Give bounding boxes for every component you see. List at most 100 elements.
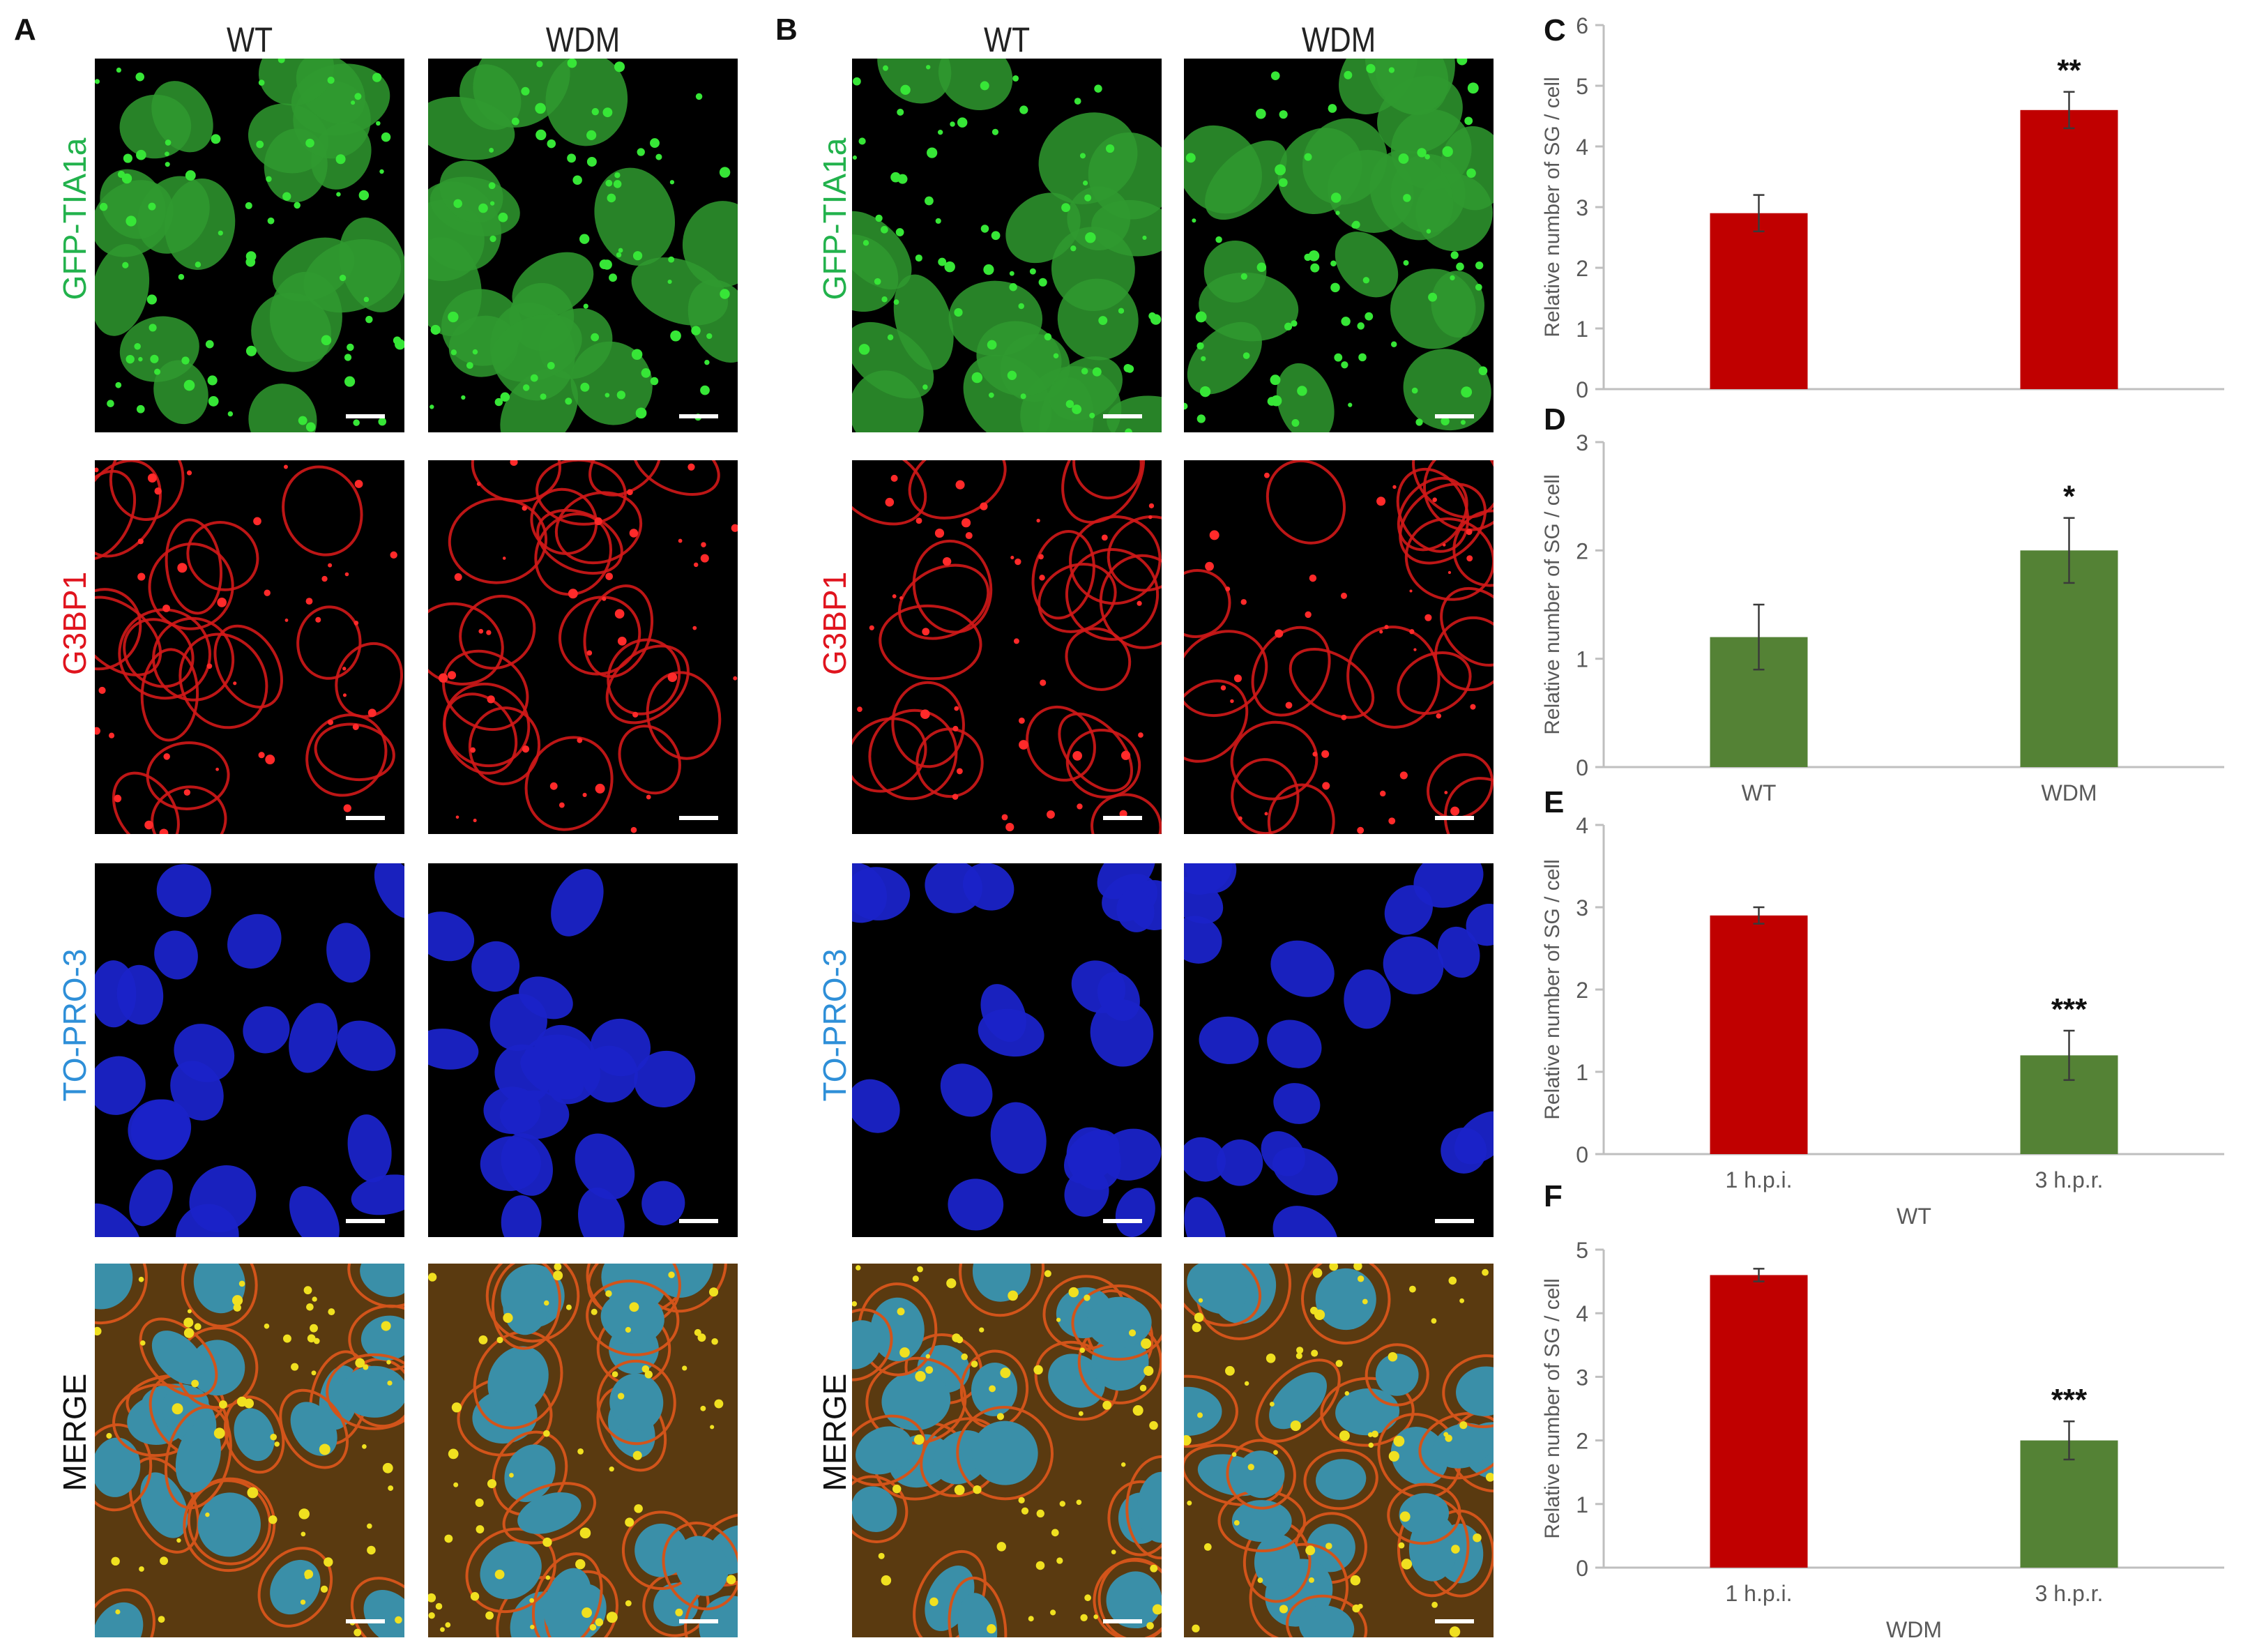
chart-e-svg: E 0 1 2 3 4 Relative number of SG / cell 1 h.p.… [1541,791,2224,1229]
panel-letter-e: E [1544,791,1564,819]
y-tick-label: 0 [1576,1556,1588,1581]
micrograph-b-wt-gfp-tia1a [852,59,1162,432]
row-label-a-merge: MERGE [56,1373,93,1492]
y-tick-label: 5 [1576,74,1588,99]
y-tick-label: 1 [1576,1060,1588,1085]
y-tick-label: 4 [1576,813,1588,838]
error-bar [1753,194,1765,233]
y-tick-label: 1 [1576,647,1588,672]
scale-bar [679,1219,718,1223]
bar-wdm [2020,109,2118,390]
row-label-a-gfp: GFP-TIA1a [56,137,93,301]
micrograph-a-wdm-to-pro-3 [428,863,738,1237]
bar-3-h-p-r [2020,1440,2118,1568]
micrograph-b-wt-merge [852,1264,1162,1637]
y-tick-label: 0 [1576,377,1588,402]
row-label-b-gfp: GFP-TIA1a [816,137,853,301]
scale-bar [1103,1619,1142,1623]
error-bar [2063,91,2075,130]
row-label-a-g3bp1: G3BP1 [56,571,93,676]
micrograph-a-wt-g3bp1 [95,460,404,834]
bar-wdm [2020,550,2118,767]
y-tick-label: 4 [1576,1301,1588,1326]
row-label-b-topro: TO-PRO-3 [816,948,853,1102]
bar-1-h-p-i [1710,915,1808,1154]
scale-bar [1435,414,1474,418]
row-label-a-topro: TO-PRO-3 [56,948,93,1102]
y-tick-label: 3 [1576,195,1588,220]
micrograph-a-wdm-g3bp1 [428,460,738,834]
scale-bar [1435,1619,1474,1623]
col-label-b-wdm: WDM [1301,20,1376,59]
chart-c: C 0 1 2 3 4 5 6 Relative number of SG / cell WT **… [1520,7,2257,404]
y-tick-label: 3 [1576,430,1588,455]
significance-marker: *** [2051,992,2088,1026]
category-label: 1 h.p.i. [1725,1167,1792,1192]
scale-bar [679,414,718,418]
micrograph-b-wt-g3bp1 [852,460,1162,834]
y-axis-title: Relative number of SG / cell [1541,77,1564,338]
scale-bar [346,414,385,418]
error-bar [2063,517,2075,584]
y-tick-label: 1 [1576,317,1588,342]
col-label-b-wt: WT [983,20,1031,59]
y-tick-label: 3 [1576,1365,1588,1390]
y-tick-label: 5 [1576,1238,1588,1263]
micrograph-b-wdm-g3bp1 [1184,460,1494,834]
y-tick-label: 1 [1576,1492,1588,1517]
y-axis-title: Relative number of SG / cell [1541,474,1564,735]
category-label: WT [1742,402,1777,404]
scale-bar [679,1619,718,1623]
category-label: 3 h.p.r. [2035,1167,2104,1192]
chart-d: D 0 1 2 3 Relative number of SG / cell WT * WDM [1520,404,2257,809]
x-axis-title: WT [1897,1204,1931,1229]
chart-c-svg: C 0 1 2 3 4 5 6 Relative number of SG / cell WT **… [1541,13,2224,404]
chart-f: F 0 1 2 3 4 5 Relative number of SG / cell 1 h.p… [1520,1185,2257,1646]
panel-letter-d: D [1544,404,1566,437]
micrograph-b-wt-to-pro-3 [852,863,1162,1237]
error-bar [1753,1268,1765,1282]
micrograph-a-wt-gfp-tia1a [95,59,404,432]
scale-bar [1103,1219,1142,1223]
scale-bar [679,816,718,820]
scale-bar [1103,414,1142,418]
micrograph-a-wt-to-pro-3 [95,863,404,1237]
panel-letter-f: F [1544,1185,1563,1213]
bar-wt [1710,213,1808,389]
scale-bar [346,1619,385,1623]
y-tick-label: 2 [1576,978,1588,1003]
scale-bar [1435,816,1474,820]
category-label: WDM [2042,780,2097,805]
error-bar [2063,1420,2075,1461]
micrograph-b-wdm-gfp-tia1a [1184,59,1494,432]
micrograph-a-wdm-gfp-tia1a [428,59,738,432]
x-axis-title: WDM [1886,1617,1942,1642]
micrograph-a-wdm-merge [428,1264,738,1637]
error-bar [1753,906,1765,925]
significance-marker: * [2063,480,2076,514]
col-label-a-wt: WT [226,20,273,59]
panel-letter-c: C [1544,13,1566,47]
significance-marker: ** [2057,54,2081,88]
y-axis-title: Relative number of SG / cell [1541,1278,1564,1539]
chart-e: E 0 1 2 3 4 Relative number of SG / cell 1 h.p.… [1520,791,2257,1238]
scale-bar [1435,1219,1474,1223]
chart-f-svg: F 0 1 2 3 4 5 Relative number of SG / cell 1 h.p… [1541,1185,2224,1642]
category-label: WT [1742,780,1777,805]
error-bar [2063,1029,2075,1082]
significance-marker: *** [2051,1383,2088,1417]
y-tick-label: 2 [1576,1429,1588,1454]
y-tick-label: 2 [1576,538,1588,563]
row-label-b-g3bp1: G3BP1 [816,571,853,676]
y-tick-label: 4 [1576,135,1588,160]
panel-letter-b: B [775,13,798,47]
category-label: WDM [2042,402,2097,404]
col-label-a-wdm: WDM [545,20,621,59]
y-tick-label: 6 [1576,13,1588,38]
category-label: 1 h.p.i. [1725,1581,1792,1606]
micrograph-a-wt-merge [95,1264,404,1637]
micrograph-b-wdm-to-pro-3 [1184,863,1494,1237]
y-tick-label: 3 [1576,895,1588,920]
panel-letter-a: A [14,13,36,47]
error-bar [1753,603,1765,671]
